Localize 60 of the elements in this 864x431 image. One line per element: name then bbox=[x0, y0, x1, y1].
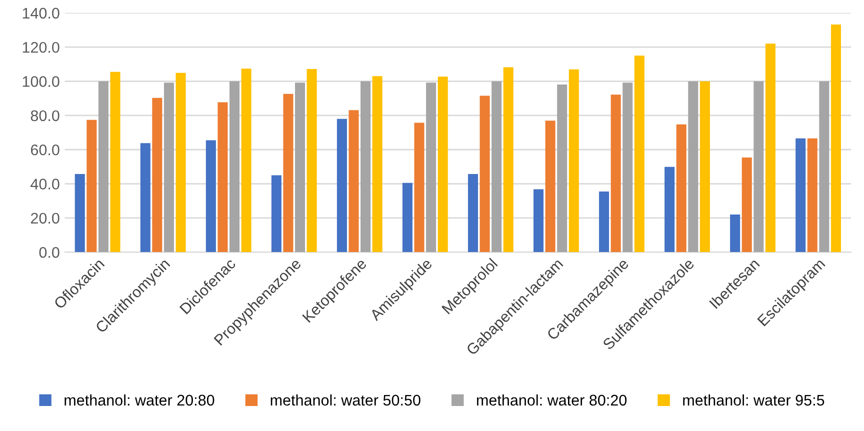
y-tick-label: 140.0 bbox=[22, 8, 60, 19]
bar bbox=[610, 94, 621, 252]
y-tick-label: 20.0 bbox=[30, 212, 60, 224]
bar bbox=[622, 82, 633, 252]
y-tick-label: 0.0 bbox=[39, 247, 60, 258]
bar bbox=[819, 81, 830, 252]
bar bbox=[754, 81, 764, 252]
bar bbox=[634, 56, 644, 252]
bar bbox=[730, 214, 740, 252]
y-tick-label: 40.0 bbox=[30, 178, 60, 190]
bar bbox=[98, 81, 108, 252]
bar bbox=[568, 69, 579, 252]
bar bbox=[468, 174, 478, 252]
bar bbox=[140, 143, 150, 252]
bar bbox=[336, 118, 347, 252]
y-tick-label: 100.0 bbox=[22, 76, 60, 87]
bar bbox=[492, 81, 502, 252]
bar bbox=[676, 124, 686, 252]
bar bbox=[241, 68, 252, 252]
bar bbox=[306, 68, 317, 252]
bar bbox=[74, 174, 85, 252]
bar bbox=[348, 110, 359, 252]
bar bbox=[830, 24, 841, 252]
bar bbox=[599, 191, 610, 252]
legend-label: methanol: water 95:5 bbox=[683, 394, 824, 406]
bar bbox=[283, 94, 294, 252]
y-tick-label: 120.0 bbox=[22, 42, 60, 53]
bar bbox=[807, 138, 818, 252]
y-tick-label: 80.0 bbox=[30, 110, 60, 122]
bar bbox=[426, 82, 436, 252]
bar bbox=[557, 84, 568, 252]
bar bbox=[765, 44, 776, 252]
bar bbox=[533, 189, 544, 252]
bar bbox=[480, 96, 490, 252]
bar bbox=[438, 76, 448, 252]
bar bbox=[742, 157, 752, 252]
bar bbox=[664, 166, 675, 252]
bar bbox=[271, 175, 282, 252]
bar bbox=[110, 72, 120, 252]
y-tick-label: 60.0 bbox=[30, 144, 60, 156]
legend-label: methanol: water 50:50 bbox=[270, 394, 420, 406]
bar bbox=[545, 120, 556, 252]
legend-label: methanol: water 20:80 bbox=[64, 394, 214, 406]
bar bbox=[360, 81, 371, 252]
bar bbox=[176, 72, 186, 252]
bar bbox=[152, 98, 162, 252]
bar bbox=[402, 182, 412, 252]
bar bbox=[796, 138, 806, 252]
bar bbox=[688, 81, 698, 252]
bar bbox=[295, 82, 306, 252]
bar bbox=[164, 82, 174, 252]
bar bbox=[229, 81, 240, 252]
bar bbox=[414, 122, 424, 252]
bar bbox=[206, 140, 216, 252]
bar bbox=[503, 67, 514, 252]
bar bbox=[700, 81, 710, 252]
bar bbox=[218, 102, 228, 252]
bar bbox=[372, 76, 382, 252]
legend-label: methanol: water 80:20 bbox=[476, 394, 627, 406]
bar bbox=[86, 120, 97, 252]
